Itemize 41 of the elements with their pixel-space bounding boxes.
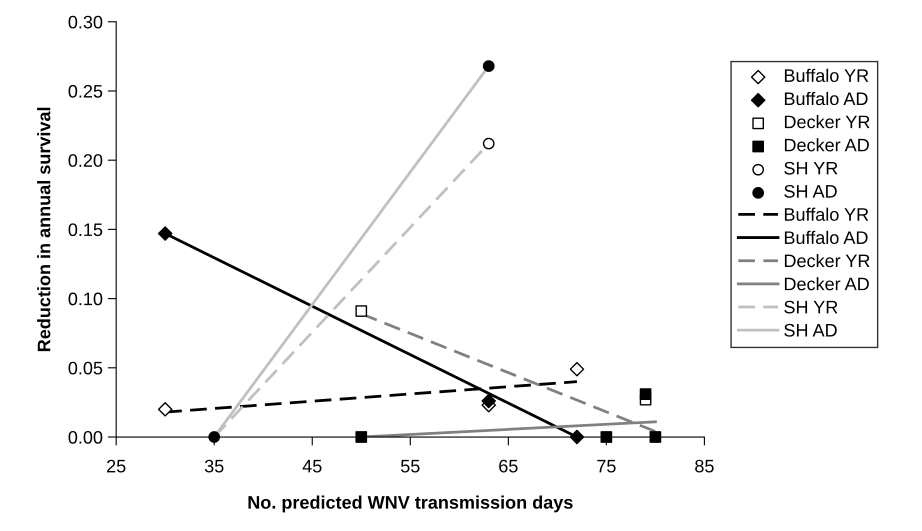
point — [158, 402, 172, 417]
point — [482, 60, 495, 72]
y-tick-label: 0.05 — [68, 362, 102, 375]
y-axis-title: Reduction in annual survival — [37, 108, 50, 352]
y-tick-label: 0.10 — [68, 292, 102, 306]
x-tick-label: 75 — [597, 460, 616, 472]
point — [600, 431, 612, 443]
legend-label: SH AD — [784, 184, 837, 198]
y-tick-label: 0.30 — [68, 16, 102, 28]
point — [355, 305, 368, 317]
x-axis-title: No. predicted WNV transmission days — [248, 496, 573, 512]
point — [208, 431, 220, 443]
legend-label: Buffalo YR — [784, 68, 868, 82]
x-tick-label: 45 — [302, 460, 322, 472]
legend-label: SH YR — [784, 300, 838, 314]
point — [482, 138, 495, 150]
point — [650, 431, 662, 443]
y-tick-label: 0.25 — [68, 84, 102, 98]
y-tick-label: 0.20 — [68, 154, 102, 167]
x-tick-label: 35 — [204, 460, 224, 472]
point — [640, 388, 652, 400]
legend-label: SH YR — [784, 162, 838, 175]
legend-label: Decker AD — [784, 138, 869, 152]
x-tick-label: 55 — [400, 460, 420, 472]
y-tick-label: 0.00 — [68, 430, 102, 444]
point — [570, 430, 584, 444]
legend-label: SH AD — [784, 324, 837, 337]
legend-label: Decker YR — [784, 115, 870, 128]
point — [158, 226, 172, 241]
x-tick-label: 25 — [107, 460, 126, 472]
point — [355, 431, 368, 443]
legend-label: Decker YR — [784, 254, 870, 268]
x-tick-label: 85 — [695, 460, 714, 472]
legend-label: Decker AD — [784, 277, 869, 290]
y-tick-label: 0.15 — [68, 223, 102, 236]
legend-label: Buffalo AD — [784, 230, 868, 244]
legend-label: Buffalo AD — [784, 92, 868, 106]
point — [570, 362, 584, 376]
point — [481, 394, 496, 408]
legend-label: Buffalo YR — [784, 208, 868, 221]
x-tick-label: 65 — [499, 460, 518, 472]
